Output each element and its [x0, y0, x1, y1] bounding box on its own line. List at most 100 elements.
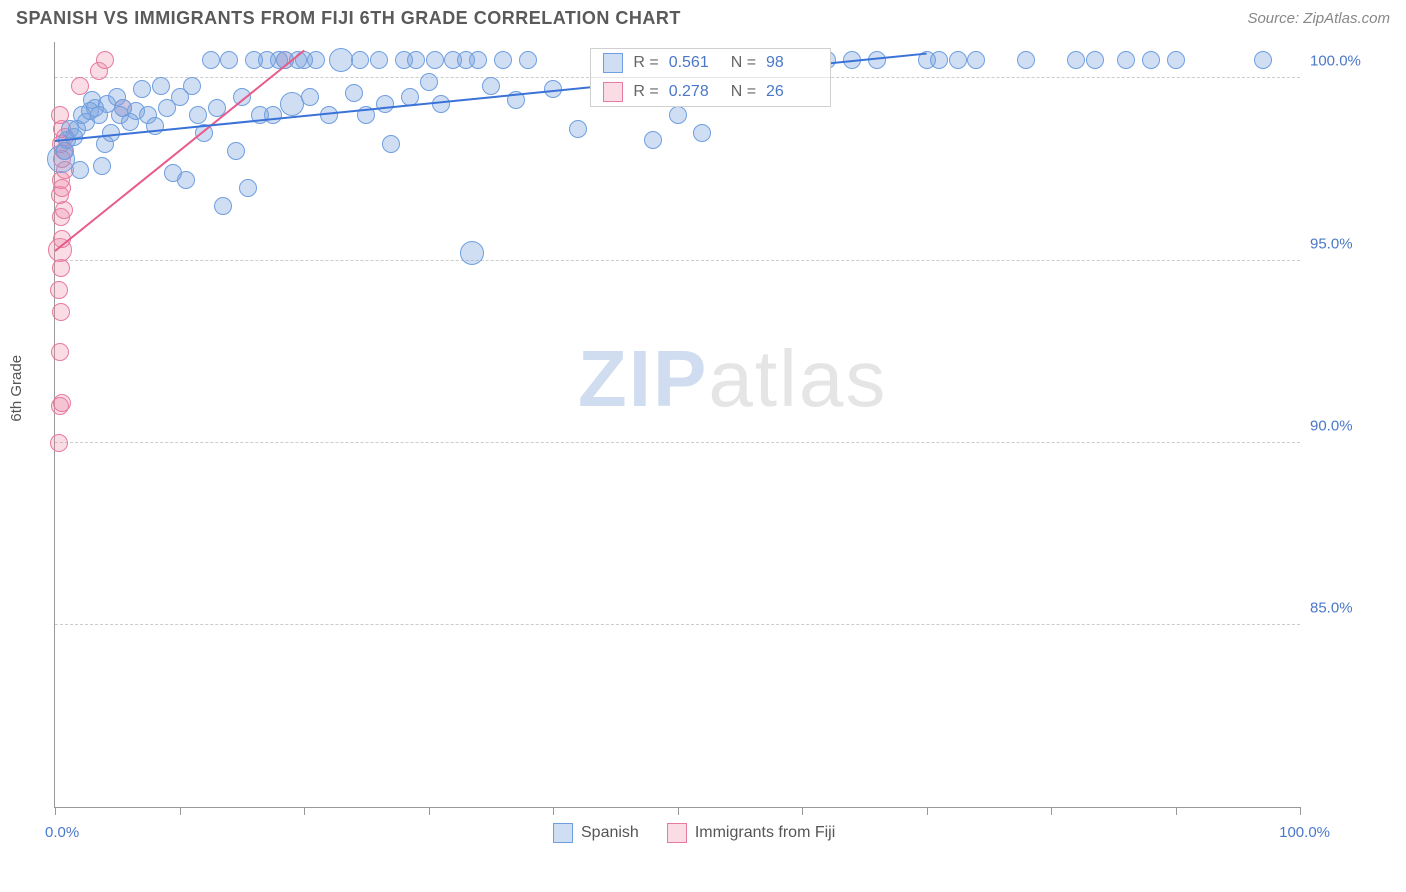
data-point-spanish: [482, 77, 500, 95]
data-point-spanish: [264, 106, 282, 124]
data-point-spanish: [949, 51, 967, 69]
watermark-zip: ZIP: [578, 334, 708, 423]
data-point-spanish: [301, 88, 319, 106]
x-tick: [1300, 807, 1301, 815]
x-axis-max-label: 100.0%: [1279, 824, 1330, 841]
plot-area: ZIPatlas R = 0.561 N = 98 R = 0.278 N = …: [54, 42, 1300, 808]
data-point-fiji: [50, 434, 68, 452]
data-point-spanish: [460, 241, 484, 265]
stats-legend: R = 0.561 N = 98 R = 0.278 N = 26: [590, 48, 831, 107]
data-point-fiji: [96, 51, 114, 69]
data-point-spanish: [569, 120, 587, 138]
legend-item-fiji: Immigrants from Fiji: [667, 823, 835, 843]
x-tick: [55, 807, 56, 815]
stats-row-spanish: R = 0.561 N = 98: [591, 49, 830, 77]
data-point-spanish: [868, 51, 886, 69]
x-tick: [429, 807, 430, 815]
data-point-spanish: [519, 51, 537, 69]
gridline: [55, 260, 1300, 261]
data-point-fiji: [51, 343, 69, 361]
data-point-spanish: [1117, 51, 1135, 69]
y-tick-label: 100.0%: [1310, 53, 1380, 70]
data-point-spanish: [351, 51, 369, 69]
data-point-spanish: [967, 51, 985, 69]
data-point-spanish: [345, 84, 363, 102]
r-value-spanish: 0.561: [669, 54, 721, 72]
n-label: N =: [731, 54, 756, 72]
r-label: R =: [633, 83, 658, 101]
data-point-spanish: [152, 77, 170, 95]
swatch-spanish: [553, 823, 573, 843]
data-point-spanish: [280, 92, 304, 116]
x-tick: [553, 807, 554, 815]
data-point-fiji: [50, 281, 68, 299]
x-axis-min-label: 0.0%: [45, 824, 79, 841]
data-point-spanish: [930, 51, 948, 69]
data-point-spanish: [1254, 51, 1272, 69]
x-tick: [1051, 807, 1052, 815]
data-point-spanish: [329, 48, 353, 72]
legend-label-fiji: Immigrants from Fiji: [695, 824, 835, 842]
data-point-fiji: [52, 303, 70, 321]
swatch-fiji: [603, 82, 623, 102]
data-point-spanish: [239, 179, 257, 197]
y-tick-label: 85.0%: [1310, 599, 1380, 616]
trend-line-fiji: [54, 50, 304, 252]
gridline: [55, 442, 1300, 443]
data-point-spanish: [177, 171, 195, 189]
data-point-fiji: [53, 394, 71, 412]
data-point-spanish: [1067, 51, 1085, 69]
data-point-spanish: [1017, 51, 1035, 69]
data-point-spanish: [220, 51, 238, 69]
swatch-fiji: [667, 823, 687, 843]
legend-label-spanish: Spanish: [581, 824, 639, 842]
data-point-spanish: [202, 51, 220, 69]
data-point-spanish: [307, 51, 325, 69]
legend-item-spanish: Spanish: [553, 823, 639, 843]
y-tick-label: 95.0%: [1310, 235, 1380, 252]
stats-row-fiji: R = 0.278 N = 26: [591, 77, 830, 106]
data-point-spanish: [469, 51, 487, 69]
data-point-spanish: [183, 77, 201, 95]
chart-container: 6th Grade ZIPatlas R = 0.561 N = 98 R = …: [16, 42, 1390, 868]
data-point-spanish: [189, 106, 207, 124]
data-point-spanish: [426, 51, 444, 69]
data-point-spanish: [669, 106, 687, 124]
watermark-atlas: atlas: [708, 334, 887, 423]
gridline: [55, 624, 1300, 625]
x-tick: [802, 807, 803, 815]
x-tick: [927, 807, 928, 815]
x-tick: [304, 807, 305, 815]
data-point-spanish: [644, 131, 662, 149]
data-point-spanish: [71, 161, 89, 179]
n-label: N =: [731, 83, 756, 101]
data-point-spanish: [407, 51, 425, 69]
source-attribution: Source: ZipAtlas.com: [1247, 10, 1390, 27]
data-point-spanish: [93, 157, 111, 175]
r-label: R =: [633, 54, 658, 72]
data-point-spanish: [494, 51, 512, 69]
data-point-spanish: [1142, 51, 1160, 69]
x-tick: [1176, 807, 1177, 815]
data-point-spanish: [420, 73, 438, 91]
watermark: ZIPatlas: [578, 333, 887, 425]
data-point-spanish: [432, 95, 450, 113]
data-point-spanish: [133, 80, 151, 98]
y-axis-label: 6th Grade: [8, 355, 25, 422]
series-legend: Spanish Immigrants from Fiji: [553, 823, 835, 843]
data-point-spanish: [1086, 51, 1104, 69]
x-tick: [180, 807, 181, 815]
data-point-spanish: [227, 142, 245, 160]
data-point-spanish: [1167, 51, 1185, 69]
y-tick-label: 90.0%: [1310, 417, 1380, 434]
data-point-spanish: [214, 197, 232, 215]
x-tick: [678, 807, 679, 815]
swatch-spanish: [603, 53, 623, 73]
n-value-spanish: 98: [766, 54, 818, 72]
data-point-spanish: [376, 95, 394, 113]
data-point-spanish: [370, 51, 388, 69]
n-value-fiji: 26: [766, 83, 818, 101]
data-point-spanish: [693, 124, 711, 142]
r-value-fiji: 0.278: [669, 83, 721, 101]
data-point-spanish: [382, 135, 400, 153]
